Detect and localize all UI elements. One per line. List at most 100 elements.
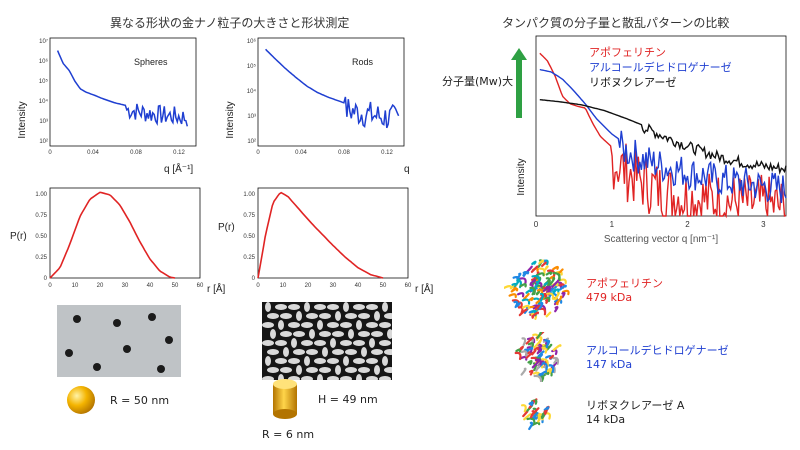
legend-item-apoferritin: アポフェリチン xyxy=(589,46,666,59)
ribbon-segment xyxy=(547,364,555,373)
y-tick-label: 0.50 xyxy=(243,234,255,240)
ribbon-segment xyxy=(540,414,546,419)
series-line-1 xyxy=(56,50,189,127)
x-axis-label: r [Å] xyxy=(207,282,226,295)
ribbon-segment xyxy=(520,350,528,357)
nanorod xyxy=(335,365,341,375)
ribbon-segment xyxy=(529,286,536,295)
ribbon-segment xyxy=(541,346,548,354)
series-annotation: Rods xyxy=(352,57,374,67)
y-tick-label: 10⁵ xyxy=(39,78,49,85)
nanorod xyxy=(301,340,313,346)
spheres-pr-chart: P(r) 0 0.25 0.50 0.75 1.00 0 10 20 30 40… xyxy=(10,187,226,295)
x-tick-label: 0 xyxy=(256,283,260,289)
series-layer xyxy=(49,191,176,279)
nanorod xyxy=(265,356,271,366)
ribbon-segment xyxy=(554,291,560,301)
nanorod xyxy=(275,358,287,364)
ribbon-segment xyxy=(517,292,525,298)
x-tick-labels: 0 0.04 0.08 0.12 xyxy=(256,150,393,156)
ribbon-segment xyxy=(543,265,549,271)
nanorod xyxy=(306,367,318,373)
nanorod xyxy=(270,329,276,339)
x-tick-labels: 0 0.04 0.08 0.12 xyxy=(48,150,185,156)
nanorod xyxy=(374,311,380,321)
nanorod xyxy=(361,347,367,357)
nanorod xyxy=(366,322,378,328)
y-tick-label: 0 xyxy=(44,276,48,282)
y-axis-label: P(r) xyxy=(218,222,235,233)
nanorod xyxy=(358,367,370,373)
ribbon-segment xyxy=(542,285,552,292)
adh-name: アルコールデヒドロゲナーゼ xyxy=(586,344,729,357)
ribbon-segment xyxy=(520,367,527,376)
ribbon-segment xyxy=(543,406,550,411)
x-tick-label: 60 xyxy=(197,283,204,289)
ribbon-segment xyxy=(545,311,552,318)
y-tick-label: 0.25 xyxy=(35,255,47,261)
plot-frame xyxy=(49,187,201,279)
ribbon-segment xyxy=(533,374,543,382)
adh-mw: 147 kDa xyxy=(586,358,633,371)
ribbon-segment xyxy=(510,287,519,293)
ribbon-segment xyxy=(519,277,527,285)
x-tick-label: 1 xyxy=(610,220,615,229)
plot-frame xyxy=(49,37,197,147)
ribbon-segment xyxy=(525,288,534,294)
ribbon-segment xyxy=(536,288,544,295)
ribbon-segment xyxy=(538,307,547,316)
x-tick-label: 0 xyxy=(48,150,52,156)
y-tick-label: 0.50 xyxy=(35,234,47,240)
y-tick-label: 10⁶ xyxy=(39,58,49,65)
arrow-up-icon xyxy=(511,48,527,118)
nanorod xyxy=(288,322,300,328)
ribbon-segment xyxy=(533,339,542,349)
ribbon-segment xyxy=(534,358,542,366)
nanorod xyxy=(293,331,305,337)
nanorod xyxy=(262,376,274,380)
nanorod xyxy=(345,367,357,373)
nanorod xyxy=(314,358,326,364)
ribbon-segment xyxy=(548,354,555,360)
nanorod xyxy=(288,376,300,380)
plot-frame xyxy=(257,37,405,147)
x-tick-label: 0.12 xyxy=(173,150,185,156)
ribbon-segment xyxy=(543,409,548,416)
x-tick-label: 40 xyxy=(147,283,154,289)
ribbon-segment xyxy=(538,301,544,310)
nanorod xyxy=(371,331,383,337)
ribbon-segment xyxy=(553,357,559,364)
nanorod xyxy=(296,311,302,321)
nanorod xyxy=(366,304,378,310)
ribbon-segment xyxy=(528,369,534,376)
ribbon-segment xyxy=(546,269,556,277)
ribonuclease-mw: 14 kDa xyxy=(586,413,626,426)
ribbon-segment xyxy=(551,279,560,288)
nanorod xyxy=(301,376,313,380)
y-tick-label: 0.75 xyxy=(243,213,255,219)
nanorod xyxy=(301,322,313,328)
nanorod xyxy=(384,367,392,373)
y-tick-label: 1.00 xyxy=(243,192,255,198)
series-line-2 xyxy=(539,68,787,204)
ribbon-segment xyxy=(541,261,547,267)
nanorod xyxy=(288,304,300,310)
apoferritin-name: アポフェリチン xyxy=(586,277,663,290)
x-tick-label: 10 xyxy=(280,283,287,289)
protein-saxs-chart: Intensity 0 1 2 3 Scattering vector q [n… xyxy=(516,35,787,245)
nanorod xyxy=(332,349,344,355)
nanorod xyxy=(340,376,352,380)
ribbon-segment xyxy=(515,348,522,353)
series-line-3 xyxy=(539,99,787,175)
nanorod xyxy=(327,358,339,364)
nanorod xyxy=(319,331,331,337)
ribbon-segment xyxy=(548,276,556,286)
ribbon-segment xyxy=(533,411,539,418)
x-axis-label: q [Å⁻¹] xyxy=(164,162,193,175)
legend-item-ribonuclease: リボヌクレアーゼ xyxy=(589,76,677,89)
y-tick-label: 0.75 xyxy=(35,213,47,219)
ribonuclease-structure-icon xyxy=(521,398,551,431)
rods-intensity-chart: Intensity 10² 10³ 10⁴ 10⁵ 10⁶ Rods 0 0.0… xyxy=(225,37,412,175)
nanorod xyxy=(330,338,336,348)
nanorod xyxy=(340,340,352,346)
